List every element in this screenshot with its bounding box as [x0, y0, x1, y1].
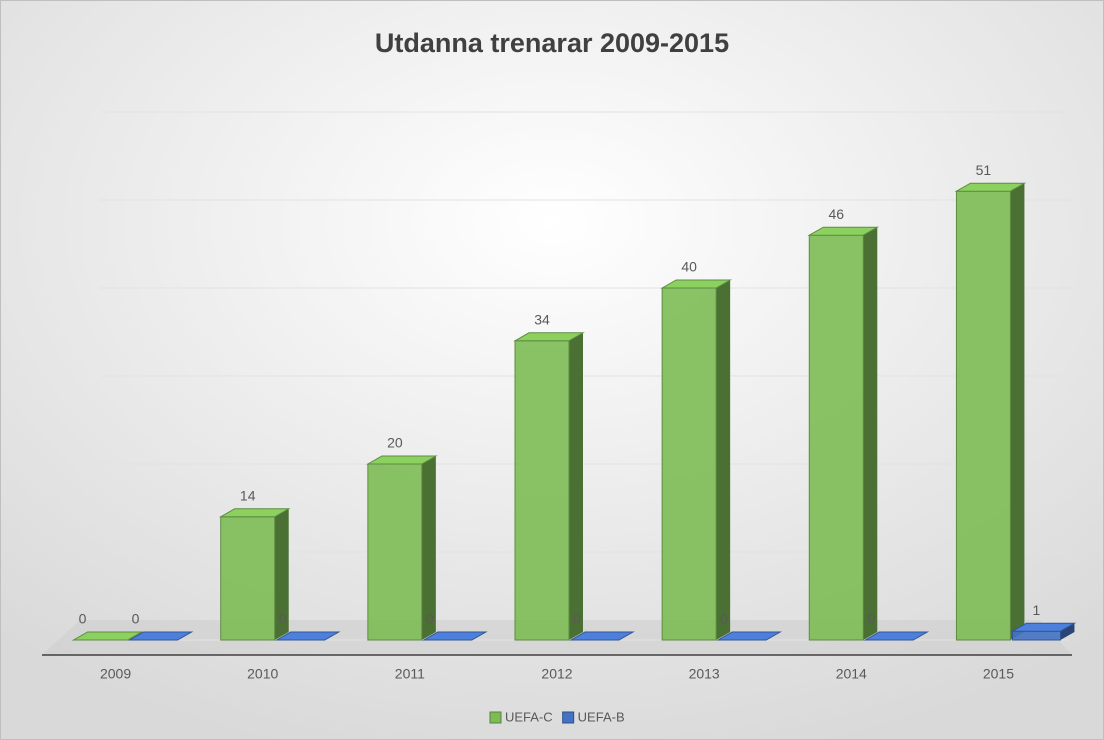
bar-top [365, 455, 438, 465]
x-tick-label: 2014 [836, 666, 867, 682]
x-tick-label: 2012 [541, 666, 572, 682]
legend-label: UEFA-C [505, 709, 553, 724]
bar [218, 508, 291, 641]
bar-front [1011, 630, 1061, 641]
bar [127, 631, 194, 641]
bar-front [514, 340, 570, 641]
data-label: 34 [534, 312, 550, 328]
bar-front [367, 463, 423, 641]
data-label: 51 [976, 162, 992, 178]
bar-top [421, 631, 488, 641]
data-label: 20 [387, 435, 403, 451]
bar [421, 631, 488, 641]
data-label: 0 [79, 611, 87, 627]
bar-top [513, 332, 585, 342]
bar-side [863, 227, 878, 640]
bar [1010, 622, 1077, 641]
bar-top [807, 226, 880, 236]
data-label: 0 [426, 611, 434, 627]
x-tick-label: 2013 [689, 666, 720, 682]
legend-swatch [489, 711, 502, 724]
bar-side [1010, 183, 1025, 640]
legend-label: UEFA-B [578, 709, 625, 724]
data-label: 46 [828, 206, 844, 222]
bar [365, 455, 438, 641]
bar-top [127, 631, 194, 641]
bar [71, 631, 144, 641]
bar [863, 631, 930, 641]
data-label: 0 [279, 611, 287, 627]
bar-top [274, 631, 341, 641]
bar [274, 631, 341, 641]
data-label: 0 [867, 611, 875, 627]
bar [716, 631, 783, 641]
bar-top [71, 631, 144, 641]
bar-top [954, 182, 1027, 192]
bar [954, 182, 1027, 641]
bar [569, 631, 635, 641]
bar-top [569, 631, 635, 641]
data-label: 0 [132, 611, 140, 627]
data-label: 0 [720, 611, 728, 627]
data-label: 14 [240, 488, 256, 504]
chart-title: Utdanna trenarar 2009-2015 [375, 28, 729, 58]
bar-side [1060, 623, 1075, 640]
x-tick-label: 2011 [395, 666, 425, 682]
data-label: 40 [681, 259, 697, 275]
x-tick-label: 2010 [247, 666, 278, 682]
bar-front [661, 287, 717, 641]
bar-side [569, 332, 583, 640]
legend-swatch [562, 711, 575, 724]
bar-front [955, 190, 1011, 641]
bar-top [218, 508, 291, 518]
bar [660, 279, 733, 641]
bar-side [716, 280, 731, 640]
bar-front [808, 234, 864, 641]
bar-side [274, 508, 289, 640]
bar-top [716, 631, 783, 641]
bar-side [421, 456, 436, 640]
bar-top [660, 279, 733, 289]
bar-top [1010, 622, 1077, 632]
x-tick-label: 2009 [100, 666, 131, 682]
data-label: 1 [1033, 602, 1041, 618]
x-tick-label: 2015 [983, 666, 1014, 682]
data-label: 0 [573, 611, 581, 627]
bar [807, 226, 880, 641]
bar [513, 332, 585, 641]
bar-front [220, 516, 276, 641]
bar-top [863, 631, 930, 641]
